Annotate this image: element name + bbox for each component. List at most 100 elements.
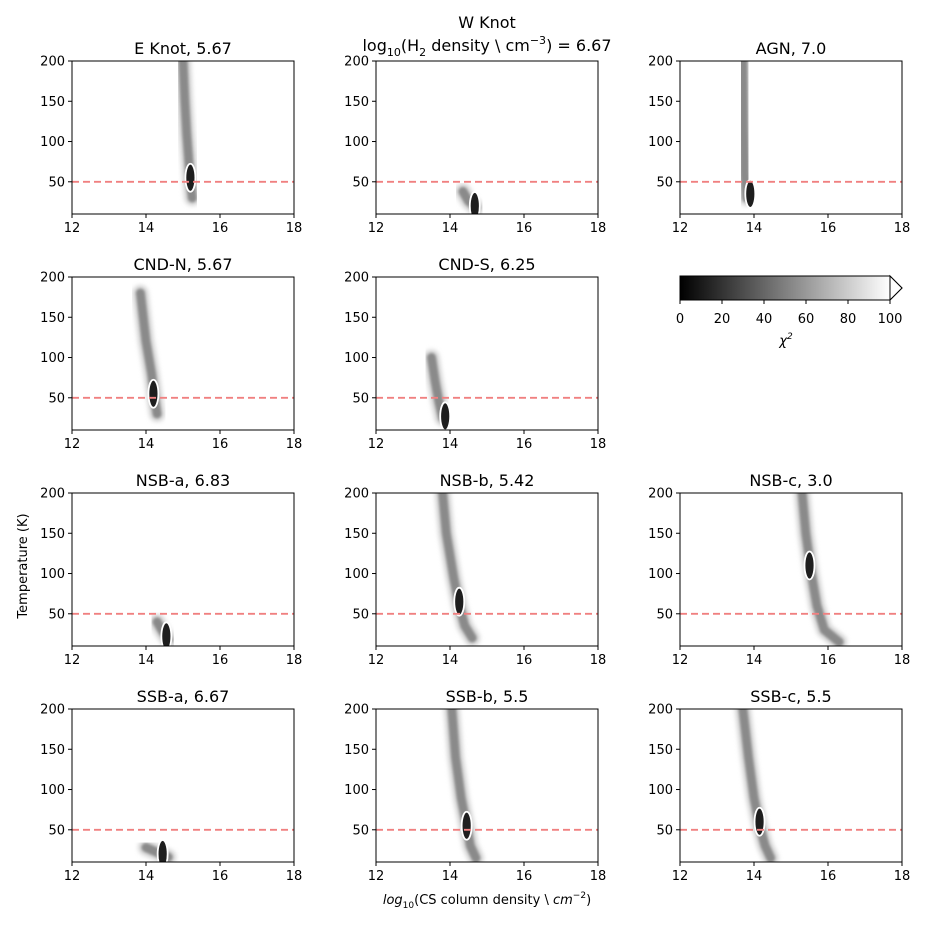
panel-agn: 12 14 16 18 50 100 150 200 AGN, 7.0	[648, 39, 910, 236]
y-tick-label: 100	[648, 783, 673, 798]
panel-title: CND-N, 5.67	[134, 255, 233, 274]
y-tick-label: 50	[48, 607, 65, 622]
y-tick-label: 50	[48, 391, 65, 406]
x-tick-label: 12	[64, 869, 81, 884]
panel-nsb-c: 12 14 16 18 50 100 150 200 NSB-c, 3.0	[648, 471, 910, 668]
x-tick-label: 18	[286, 437, 303, 452]
y-tick-label: 150	[40, 95, 65, 110]
y-tick-label: 50	[352, 823, 369, 838]
chi2-min-contour	[147, 378, 160, 409]
y-tick-label: 200	[344, 703, 369, 718]
y-tick-label: 50	[352, 607, 369, 622]
x-tick-label: 12	[672, 869, 689, 884]
y-tick-label: 200	[344, 487, 369, 502]
panel-title: SSB-c, 5.5	[750, 687, 831, 706]
y-tick-label: 100	[40, 135, 65, 150]
chi2-min-contour	[184, 162, 197, 193]
panel-title: NSB-c, 3.0	[749, 471, 832, 490]
y-tick-label: 100	[648, 567, 673, 582]
y-tick-label: 150	[648, 527, 673, 542]
axes-frame	[71, 708, 295, 863]
panel-title: AGN, 7.0	[756, 39, 827, 58]
x-tick-label: 16	[820, 653, 837, 668]
x-tick-label: 16	[516, 653, 533, 668]
x-tick-label: 18	[590, 437, 607, 452]
x-tick-label: 14	[442, 221, 459, 236]
panel-title: E Knot, 5.67	[134, 39, 232, 58]
x-tick-label: 18	[590, 221, 607, 236]
colorbar-label: χ2	[778, 332, 793, 349]
x-tick-label: 12	[672, 653, 689, 668]
colorbar-tick-label: 100	[878, 312, 903, 327]
panel-nsb-b: 12 14 16 18 50 100 150 200 NSB-b, 5.42	[344, 471, 606, 668]
colorbar-gradient	[680, 276, 890, 300]
panel-nsb-a: 12 14 16 18 50 100 150 200 NSB-a, 6.83	[40, 471, 302, 668]
chi2-min-contour	[160, 621, 173, 646]
heatmap-nsb-b	[434, 493, 481, 646]
colorbar-tick-label: 20	[714, 312, 731, 327]
heatmap-ssb-a	[138, 839, 177, 862]
axes-frame	[375, 708, 599, 863]
y-tick-label: 100	[344, 567, 369, 582]
panel-ssb-a: 12 14 16 18 50 100 150 200 SSB-a, 6.67	[40, 687, 302, 884]
panel-cnd-s: 12 14 16 18 50 100 150 200 CND-S, 6.25	[344, 255, 606, 452]
x-tick-label: 14	[138, 869, 155, 884]
y-tick-label: 50	[656, 175, 673, 190]
heatmap-mid-band	[447, 709, 481, 862]
suptitle-line1: W Knot	[458, 13, 516, 32]
heatmap-ssb-c	[734, 709, 779, 862]
panel-title: SSB-a, 6.67	[137, 687, 230, 706]
chi2-min-contour	[453, 586, 466, 617]
chi2-min-contour	[468, 191, 481, 214]
x-tick-label: 16	[820, 221, 837, 236]
axes-frame	[679, 708, 903, 863]
heatmap-w-knot	[454, 183, 484, 214]
x-tick-label: 14	[442, 437, 459, 452]
y-tick-label: 200	[40, 487, 65, 502]
y-tick-label: 100	[344, 351, 369, 366]
y-tick-label: 100	[40, 567, 65, 582]
panel-title: SSB-b, 5.5	[446, 687, 529, 706]
x-tick-label: 18	[894, 653, 911, 668]
panel-cnd-n: 12 14 16 18 50 100 150 200 CND-N, 5.67	[40, 255, 302, 452]
x-tick-label: 16	[212, 437, 229, 452]
heatmap-cnd-n	[132, 285, 166, 422]
y-tick-label: 150	[344, 743, 369, 758]
x-tick-label: 14	[442, 869, 459, 884]
y-tick-label: 100	[40, 351, 65, 366]
y-tick-label: 50	[48, 823, 65, 838]
panel-title: NSB-b, 5.42	[440, 471, 535, 490]
axes-frame	[679, 60, 903, 215]
axes-frame	[71, 276, 295, 431]
y-tick-label: 50	[656, 607, 673, 622]
colorbar: 0 20 40 60 80 100 χ2	[676, 274, 903, 349]
y-tick-label: 50	[352, 175, 369, 190]
y-tick-label: 150	[648, 743, 673, 758]
x-tick-label: 18	[894, 869, 911, 884]
y-tick-label: 150	[344, 311, 369, 326]
x-tick-label: 18	[590, 653, 607, 668]
x-tick-label: 12	[368, 653, 385, 668]
heatmap-e-knot	[175, 61, 201, 206]
x-tick-label: 18	[894, 221, 911, 236]
x-tick-label: 12	[368, 869, 385, 884]
y-tick-label: 200	[648, 487, 673, 502]
x-tick-label: 16	[820, 869, 837, 884]
x-tick-label: 16	[516, 869, 533, 884]
y-tick-label: 150	[40, 527, 65, 542]
panel-ssb-b: 12 14 16 18 50 100 150 200 SSB-b, 5.5	[344, 687, 606, 884]
axes-frame	[71, 492, 295, 647]
colorbar-extend-arrow	[889, 274, 903, 302]
y-tick-label: 150	[40, 743, 65, 758]
x-tick-label: 18	[286, 653, 303, 668]
y-tick-label: 200	[648, 703, 673, 718]
y-tick-label: 200	[40, 703, 65, 718]
heatmap-mid-band	[738, 61, 752, 203]
x-tick-label: 16	[516, 221, 533, 236]
x-tick-label: 12	[368, 221, 385, 236]
panel-e-knot: 12 14 16 18 50 100 150 200 E Knot, 5.67	[40, 39, 302, 236]
chi2-min-contour	[439, 401, 452, 430]
heatmap-ssb-b	[443, 709, 484, 862]
x-tick-label: 12	[64, 437, 81, 452]
